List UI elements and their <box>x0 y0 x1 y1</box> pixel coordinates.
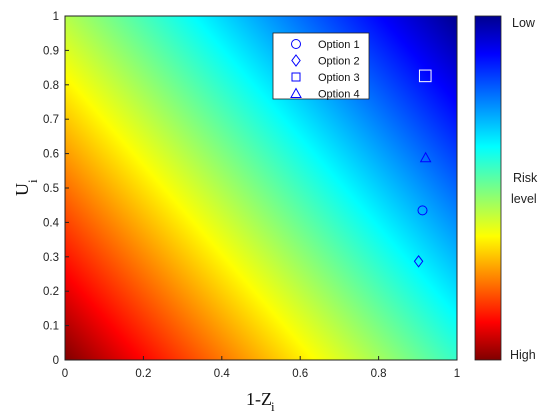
x-tick-label: 0.2 <box>135 368 151 380</box>
x-axis-ticks: 0 0.2 0.4 0.6 0.8 1 <box>62 356 460 380</box>
y-tick-label: 0.2 <box>43 286 59 298</box>
x-tick-label: 0 <box>62 368 68 380</box>
legend-label: Option 1 <box>318 39 360 51</box>
x-axis-label-main: 1-Z <box>246 389 272 409</box>
x-tick-label: 0.8 <box>371 368 387 380</box>
y-tick-label: 0.1 <box>43 321 59 333</box>
colorbar-label-high: High <box>510 348 536 362</box>
colorbar-gradient <box>474 15 502 361</box>
x-axis-label-subscript: i <box>271 399 275 414</box>
colorbar: Low Risk level High <box>474 15 538 362</box>
data-point-option-2 <box>413 254 424 268</box>
colorbar-label-low: Low <box>512 16 536 30</box>
colorbar-label-level: level <box>511 192 537 206</box>
data-markers <box>413 69 432 268</box>
legend-box <box>272 32 370 100</box>
y-tick-label: 0.8 <box>43 80 59 92</box>
y-tick-label: 1 <box>53 11 59 23</box>
y-tick-label: 0.3 <box>43 252 59 264</box>
heatmap-background <box>65 16 457 360</box>
y-tick-label: 0.6 <box>43 149 59 161</box>
legend-label: Option 4 <box>318 89 360 101</box>
y-tick-label: 0.9 <box>43 45 59 57</box>
y-tick-label: 0.5 <box>43 183 59 195</box>
x-tick-label: 0.4 <box>214 368 231 380</box>
legend-marker-option-1 <box>291 39 301 49</box>
data-point-option-4 <box>419 151 432 163</box>
y-axis-ticks: 0 0.1 0.2 0.3 0.4 0.5 0.6 0.7 0.8 0.9 1 <box>43 11 69 367</box>
data-point-option-1 <box>417 205 428 216</box>
legend-label: Option 2 <box>318 56 360 68</box>
y-axis-label-subscript: i <box>25 179 40 183</box>
y-tick-label: 0.7 <box>43 114 59 126</box>
x-tick-label: 0.6 <box>292 368 308 380</box>
y-tick-label: 0.4 <box>43 217 60 229</box>
data-point-option-3 <box>418 69 432 83</box>
legend: Option 1 Option 2 Option 3 Option 4 <box>272 32 370 101</box>
x-axis-label: 1-Z i <box>246 389 275 414</box>
colorbar-label-risk: Risk <box>513 171 538 185</box>
y-tick-label: 0 <box>53 355 59 367</box>
x-tick-label: 1 <box>454 368 460 380</box>
legend-marker-option-3 <box>291 72 301 82</box>
legend-label: Option 3 <box>318 72 360 84</box>
legend-marker-option-4 <box>290 87 302 98</box>
y-axis-label: U i <box>12 179 40 196</box>
y-axis-label-main: U <box>12 183 32 196</box>
legend-marker-option-2 <box>291 54 301 67</box>
